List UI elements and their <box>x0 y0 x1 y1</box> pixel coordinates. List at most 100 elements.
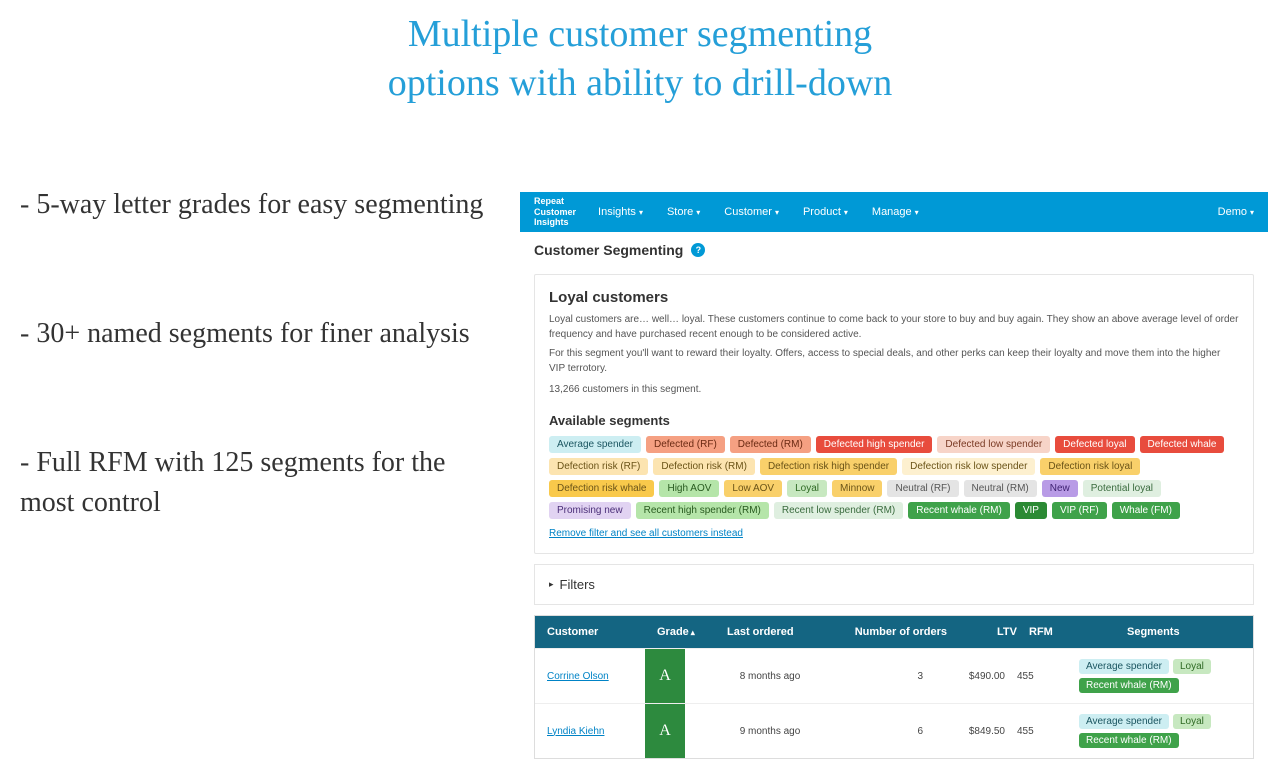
sort-asc-icon: ▴ <box>691 628 695 637</box>
segment-tag[interactable]: Defection risk loyal <box>1040 458 1140 475</box>
headline-line2: options with ability to drill-down <box>388 62 893 104</box>
table-row: Lyndia KiehnA9 months ago6$849.50455Aver… <box>535 703 1253 758</box>
segment-tag[interactable]: Defected loyal <box>1055 436 1134 453</box>
td-last-ordered: 8 months ago <box>715 649 825 703</box>
th-segments[interactable]: Segments <box>1077 626 1241 638</box>
table-header: Customer Grade▴ Last ordered Number of o… <box>535 616 1253 648</box>
customers-table: Customer Grade▴ Last ordered Number of o… <box>534 615 1254 759</box>
row-segment-tag[interactable]: Loyal <box>1173 714 1211 729</box>
bullet-1: - 5-way letter grades for easy segmentin… <box>20 185 490 224</box>
th-number-orders[interactable]: Number of orders <box>837 626 947 638</box>
td-number-orders: 3 <box>825 649 935 703</box>
th-rfm[interactable]: RFM <box>1017 626 1077 638</box>
demo-label: Demo <box>1218 206 1247 218</box>
segment-tag[interactable]: Neutral (RF) <box>887 480 958 497</box>
help-icon[interactable]: ? <box>691 243 705 257</box>
brand-line1: Repeat <box>534 196 576 206</box>
segment-tag[interactable]: Promising new <box>549 502 631 519</box>
available-segments-title: Available segments <box>549 413 1239 428</box>
segment-tag[interactable]: Neutral (RM) <box>964 480 1037 497</box>
td-ltv: $490.00 <box>935 649 1005 703</box>
th-last-ordered[interactable]: Last ordered <box>727 626 837 638</box>
row-segment-tag[interactable]: Average spender <box>1079 714 1169 729</box>
row-segment-tag[interactable]: Average spender <box>1079 659 1169 674</box>
brand[interactable]: Repeat Customer Insights <box>534 196 576 227</box>
triangle-right-icon: ▸ <box>549 579 554 590</box>
segment-tag[interactable]: Loyal <box>787 480 827 497</box>
page-heading: Customer Segmenting ? <box>520 232 1268 268</box>
segment-tag[interactable]: Defected high spender <box>816 436 933 453</box>
nav-customer[interactable]: Customer▾ <box>724 206 779 218</box>
filters-toggle[interactable]: ▸ Filters <box>534 564 1254 605</box>
topbar: Repeat Customer Insights Insights▾ Store… <box>520 192 1268 232</box>
segment-tag[interactable]: Defected (RM) <box>730 436 811 453</box>
page-title: Customer Segmenting <box>534 242 683 258</box>
th-grade[interactable]: Grade▴ <box>657 626 727 638</box>
app-screenshot: Repeat Customer Insights Insights▾ Store… <box>520 192 1268 759</box>
segment-tag[interactable]: VIP (RF) <box>1052 502 1107 519</box>
chevron-down-icon: ▾ <box>696 208 700 217</box>
segment-tag[interactable]: Potential loyal <box>1083 480 1161 497</box>
nav: Insights▾ Store▾ Customer▾ Product▾ Mana… <box>598 206 1218 218</box>
td-rfm: 455 <box>1005 649 1065 703</box>
demo-menu[interactable]: Demo▾ <box>1218 206 1254 218</box>
segment-count: 13,266 customers in this segment. <box>549 384 1239 395</box>
segment-p2: For this segment you'll want to reward t… <box>549 346 1239 376</box>
td-number-orders: 6 <box>825 704 935 758</box>
customer-link[interactable]: Lyndia Kiehn <box>547 726 604 737</box>
left-bullets: - 5-way letter grades for easy segmentin… <box>20 185 490 612</box>
segment-tag[interactable]: Recent whale (RM) <box>908 502 1010 519</box>
segment-tag[interactable]: Defected whale <box>1140 436 1225 453</box>
row-segment-tag[interactable]: Loyal <box>1173 659 1211 674</box>
segment-tag[interactable]: Defected low spender <box>937 436 1050 453</box>
segment-tag[interactable]: Low AOV <box>724 480 782 497</box>
segment-tag[interactable]: Defection risk (RM) <box>653 458 755 475</box>
td-rfm: 455 <box>1005 704 1065 758</box>
td-segments: Average spender Loyal Recent whale (RM) <box>1065 704 1253 758</box>
nav-product[interactable]: Product▾ <box>803 206 848 218</box>
segment-tag[interactable]: Minnow <box>832 480 882 497</box>
row-segment-tag[interactable]: Recent whale (RM) <box>1079 678 1179 693</box>
chevron-down-icon: ▾ <box>775 208 779 217</box>
bullet-3: - Full RFM with 125 segments for the mos… <box>20 443 490 521</box>
nav-manage[interactable]: Manage▾ <box>872 206 919 218</box>
segment-tag[interactable]: New <box>1042 480 1078 497</box>
headline-line1: Multiple customer segmenting <box>408 13 872 55</box>
row-segment-tag[interactable]: Recent whale (RM) <box>1079 733 1179 748</box>
segment-tag[interactable]: Recent low spender (RM) <box>774 502 903 519</box>
nav-store[interactable]: Store▾ <box>667 206 700 218</box>
customer-link[interactable]: Corrine Olson <box>547 671 609 682</box>
segment-tag[interactable]: Defection risk whale <box>549 480 654 497</box>
segment-tag[interactable]: Whale (FM) <box>1112 502 1180 519</box>
segment-tag[interactable]: High AOV <box>659 480 719 497</box>
td-segments: Average spender Loyal Recent whale (RM) <box>1065 649 1253 703</box>
segment-tag[interactable]: Defected (RF) <box>646 436 725 453</box>
th-ltv[interactable]: LTV <box>947 626 1017 638</box>
nav-customer-label: Customer <box>724 206 772 218</box>
nav-insights-label: Insights <box>598 206 636 218</box>
segment-tag[interactable]: Defection risk high spender <box>760 458 897 475</box>
chevron-down-icon: ▾ <box>844 208 848 217</box>
table-body: Corrine OlsonA8 months ago3$490.00455Ave… <box>535 648 1253 758</box>
brand-line3: Insights <box>534 217 576 227</box>
headline: Multiple customer segmenting options wit… <box>0 0 1280 113</box>
grade-badge: A <box>645 704 685 758</box>
chevron-down-icon: ▾ <box>1250 208 1254 217</box>
segment-tag[interactable]: Average spender <box>549 436 641 453</box>
segment-tag[interactable]: Defection risk low spender <box>902 458 1035 475</box>
grade-badge: A <box>645 649 685 703</box>
segment-title: Loyal customers <box>549 289 1239 306</box>
remove-filter-link[interactable]: Remove filter and see all customers inst… <box>549 528 743 539</box>
td-last-ordered: 9 months ago <box>715 704 825 758</box>
segment-tag[interactable]: Recent high spender (RM) <box>636 502 769 519</box>
nav-insights[interactable]: Insights▾ <box>598 206 643 218</box>
chevron-down-icon: ▾ <box>639 208 643 217</box>
nav-store-label: Store <box>667 206 693 218</box>
th-customer[interactable]: Customer <box>547 626 657 638</box>
segment-tags: Average spender Defected (RF) Defected (RM… <box>549 436 1239 519</box>
td-ltv: $849.50 <box>935 704 1005 758</box>
brand-line2: Customer <box>534 207 576 217</box>
segment-tag[interactable]: Defection risk (RF) <box>549 458 648 475</box>
segment-p1: Loyal customers are… well… loyal. These … <box>549 312 1239 342</box>
segment-tag[interactable]: VIP <box>1015 502 1047 519</box>
